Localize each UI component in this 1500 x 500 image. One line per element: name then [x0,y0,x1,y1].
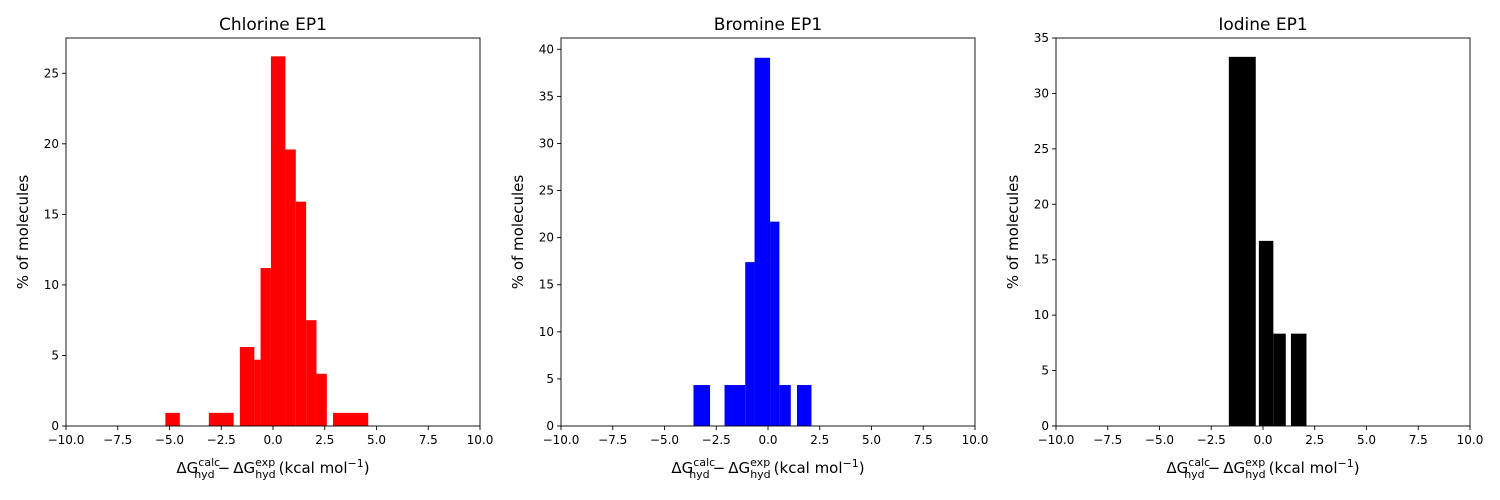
x-tick-label: 0.0 [1253,433,1272,447]
x-tick-label: −10.0 [48,433,85,447]
y-tick-label: 0 [51,419,59,433]
histogram-bar [333,412,369,426]
y-tick-label: 40 [539,42,554,56]
x-axis-label: ΔGcalc hyd − ΔGexp hyd (kcal mol−1) [671,456,864,481]
y-tick-label: 15 [44,207,59,221]
panel-3: −10.0 −7.5 −5.0 −2.5 0.0 2.5 5.0 7.5 10.0 0 5 10 15 2… [1004,15,1483,481]
x-tick-label: −2.5 [207,433,236,447]
x-tick-label: −5.0 [155,433,184,447]
x-tick-label: 5.0 [1357,433,1376,447]
x-tick-label: −7.5 [598,433,627,447]
x-tick-label: 0.0 [758,433,777,447]
y-tick-label: 0 [546,419,554,433]
panel-title: Bromine EP1 [714,15,822,35]
panel-title: Chlorine EP1 [219,15,327,35]
y-tick-label: 20 [44,137,59,151]
x-tick-label: −10.0 [1038,433,1075,447]
histogram-bar [254,359,261,426]
x-tick-label: 5.0 [367,433,386,447]
histogram-bar [693,385,711,426]
histogram-bar [295,201,307,426]
x-tick-label: −5.0 [650,433,679,447]
y-tick-label: 10 [1034,308,1049,322]
panel-title: Iodine EP1 [1218,15,1307,35]
histogram-bar [796,385,812,426]
histogram-bar [745,262,755,426]
histogram-bar [306,320,317,426]
x-tick-label: 2.5 [315,433,334,447]
x-tick-label: 7.5 [1409,433,1428,447]
panel-1: −10.0 −7.5 −5.0 −2.5 0.0 2.5 5.0 7.5 10.0 0 5 10 15 2… [14,15,493,481]
x-tick-label: 2.5 [810,433,829,447]
y-tick-label: 25 [539,184,554,198]
histogram-bar [270,56,286,426]
histogram-bar [239,346,255,426]
y-tick-label: 5 [1041,364,1049,378]
x-tick-label: 7.5 [419,433,438,447]
x-tick-label: −10.0 [543,433,580,447]
x-tick-label: −2.5 [702,433,731,447]
y-tick-label: 35 [539,89,554,103]
y-tick-label: 5 [51,348,59,362]
histogram-bar [1273,333,1286,426]
histogram-bar [770,221,780,426]
y-tick-label: 30 [539,136,554,150]
x-tick-label: 10.0 [467,433,494,447]
histogram-bar [165,412,180,426]
histogram-bar [208,412,234,426]
y-tick-label: 25 [44,66,59,80]
histogram-bar [285,149,296,426]
x-axis-label: ΔGcalc hyd − ΔGexp hyd (kcal mol−1) [1166,456,1359,481]
x-tick-label: −2.5 [1197,433,1226,447]
y-tick-label: 30 [1034,86,1049,100]
panel-2: −10.0 −7.5 −5.0 −2.5 0.0 2.5 5.0 7.5 10.0 0 5 10 15 2… [509,15,988,481]
histogram-bar [1290,333,1307,426]
x-tick-label: 5.0 [862,433,881,447]
x-tick-label: −5.0 [1145,433,1174,447]
x-tick-label: 2.5 [1305,433,1324,447]
x-tick-label: 10.0 [962,433,989,447]
histogram-bar [260,267,271,426]
x-tick-label: 10.0 [1457,433,1484,447]
x-tick-label: 0.0 [263,433,282,447]
y-tick-label: 10 [44,278,59,292]
x-tick-label: −7.5 [1093,433,1122,447]
y-tick-label: 35 [1034,31,1049,45]
histogram-bar [316,373,327,426]
y-tick-label: 25 [1034,142,1049,156]
y-axis-label: % of molecules [14,175,32,290]
y-axis-label: % of molecules [509,175,527,290]
histogram-bar [724,385,746,426]
y-tick-label: 20 [539,231,554,245]
y-axis-label: % of molecules [1004,175,1022,290]
x-axis-label: ΔGcalc hyd − ΔGexp hyd (kcal mol−1) [176,456,369,481]
histogram-bar [779,385,791,426]
y-tick-label: 0 [1041,419,1049,433]
x-tick-label: 7.5 [914,433,933,447]
histogram-bar [754,57,771,426]
y-tick-label: 15 [539,278,554,292]
y-tick-label: 10 [539,325,554,339]
y-tick-label: 15 [1034,253,1049,267]
y-tick-label: 20 [1034,197,1049,211]
histogram-bar [1228,56,1256,427]
histogram-bar [1258,240,1274,426]
x-tick-label: −7.5 [103,433,132,447]
y-tick-label: 5 [546,372,554,386]
